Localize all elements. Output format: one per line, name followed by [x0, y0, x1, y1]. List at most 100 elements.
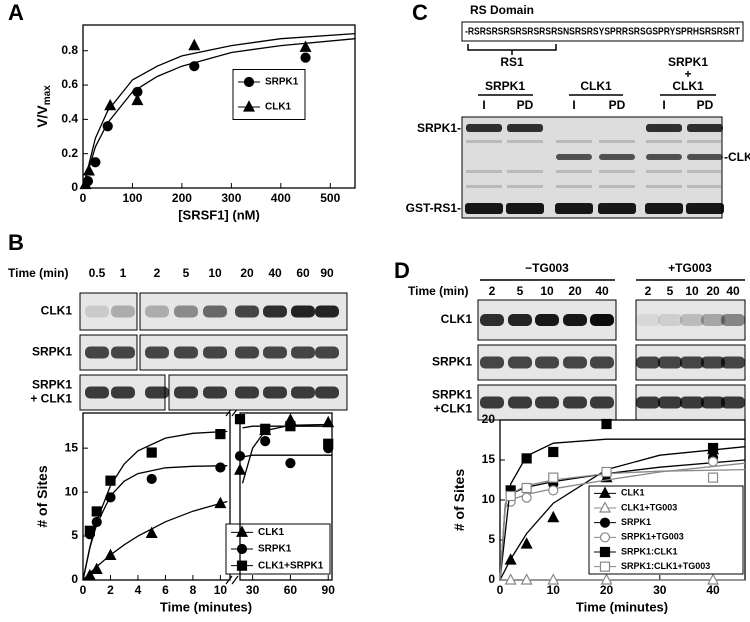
- marker: [548, 485, 559, 496]
- marker: [104, 548, 117, 560]
- panel-label: A: [8, 0, 24, 25]
- x-tick-label: 20: [600, 583, 614, 597]
- faint-band: [599, 185, 635, 188]
- time-value: 90: [320, 266, 334, 280]
- legend-label: SRPK1: [265, 77, 299, 88]
- y-tick-label: 0: [71, 180, 78, 194]
- faint-band: [466, 185, 502, 188]
- marker: [547, 573, 560, 585]
- x-tick-label: 30: [246, 583, 260, 597]
- marker: [599, 517, 611, 528]
- band: [506, 203, 544, 214]
- lane-label: PD: [697, 98, 714, 112]
- marker: [215, 428, 226, 440]
- band: [85, 346, 109, 359]
- gel-strip: [79, 292, 138, 331]
- fit-line: [499, 462, 746, 581]
- band: [480, 314, 504, 326]
- band: [508, 356, 532, 369]
- x-tick-label: 90: [322, 583, 336, 597]
- band: [535, 396, 559, 409]
- band: [721, 314, 745, 326]
- sequence: -RSRSRSRSRSRSRSRSNSRSRSYSPRRSRSGSPRYSPRH…: [465, 27, 740, 38]
- band: [203, 305, 227, 318]
- band: [508, 396, 532, 409]
- band: [563, 356, 587, 369]
- marker: [599, 501, 611, 513]
- time-value: 10: [540, 284, 554, 298]
- y-tick-label: 0.4: [61, 112, 78, 126]
- band: [680, 396, 704, 409]
- y-tick-label: 5: [71, 528, 78, 542]
- lane-label: I: [482, 98, 485, 112]
- band: [563, 396, 587, 409]
- marker: [520, 573, 533, 585]
- marker: [521, 482, 532, 494]
- band-label: GST-RS1-: [406, 201, 461, 215]
- faint-band: [687, 140, 723, 143]
- legend-label: CLK1+SRPK1: [258, 560, 324, 571]
- band: [686, 203, 724, 214]
- legend-label: SRPK1:CLK1+TG003: [621, 561, 710, 571]
- band: [315, 305, 339, 318]
- band: [145, 386, 169, 399]
- row-label: SRPK1: [432, 388, 472, 402]
- x-tick-label: 300: [221, 191, 241, 205]
- time-value: 10: [685, 284, 699, 298]
- bracket: [467, 44, 557, 55]
- faint-band: [599, 170, 635, 173]
- marker: [299, 40, 312, 52]
- faint-band: [507, 185, 543, 188]
- time-value: 20: [706, 284, 720, 298]
- time-value: 20: [240, 266, 254, 280]
- band: [111, 305, 135, 318]
- band: [174, 386, 198, 399]
- band: [235, 305, 259, 318]
- marker: [547, 510, 560, 523]
- marker: [146, 473, 157, 485]
- marker: [102, 121, 113, 132]
- band-label: -CLK1: [724, 150, 750, 164]
- marker: [236, 543, 248, 555]
- x-tick-label: 10: [214, 583, 228, 597]
- x-tick-label: 60: [284, 583, 298, 597]
- band: [636, 314, 660, 326]
- marker: [131, 93, 144, 106]
- group-label: +: [684, 67, 691, 81]
- band: [145, 305, 169, 318]
- band: [508, 314, 532, 326]
- band: [203, 346, 227, 359]
- band: [646, 124, 682, 132]
- band: [291, 386, 315, 399]
- marker: [707, 442, 719, 454]
- x-tick-label: 4: [135, 583, 142, 597]
- band: [263, 346, 287, 359]
- time-value: 5: [517, 284, 524, 298]
- marker: [214, 496, 227, 509]
- fit-line: [82, 500, 228, 581]
- legend-label: CLK1+TG003: [621, 502, 677, 512]
- marker: [601, 466, 612, 478]
- marker: [236, 560, 248, 571]
- time-value: 2: [154, 266, 161, 280]
- band: [701, 314, 725, 326]
- band: [263, 386, 287, 399]
- marker: [599, 532, 611, 543]
- band: [555, 203, 593, 214]
- band: [85, 386, 109, 399]
- marker: [189, 61, 200, 72]
- time-value: 60: [296, 266, 310, 280]
- band: [563, 314, 587, 326]
- row-label: SRPK1: [32, 345, 72, 359]
- y-tick-label: 0.8: [61, 43, 78, 57]
- band: [658, 396, 682, 409]
- condition-label: −TG003: [525, 261, 569, 275]
- time-label: Time (min): [8, 266, 68, 280]
- x-tick-label: 400: [271, 191, 291, 205]
- marker: [243, 76, 255, 88]
- marker: [234, 414, 246, 425]
- band: [291, 346, 315, 359]
- x-tick-label: 500: [320, 191, 340, 205]
- marker: [91, 506, 102, 517]
- x-tick-label: 0: [497, 583, 504, 597]
